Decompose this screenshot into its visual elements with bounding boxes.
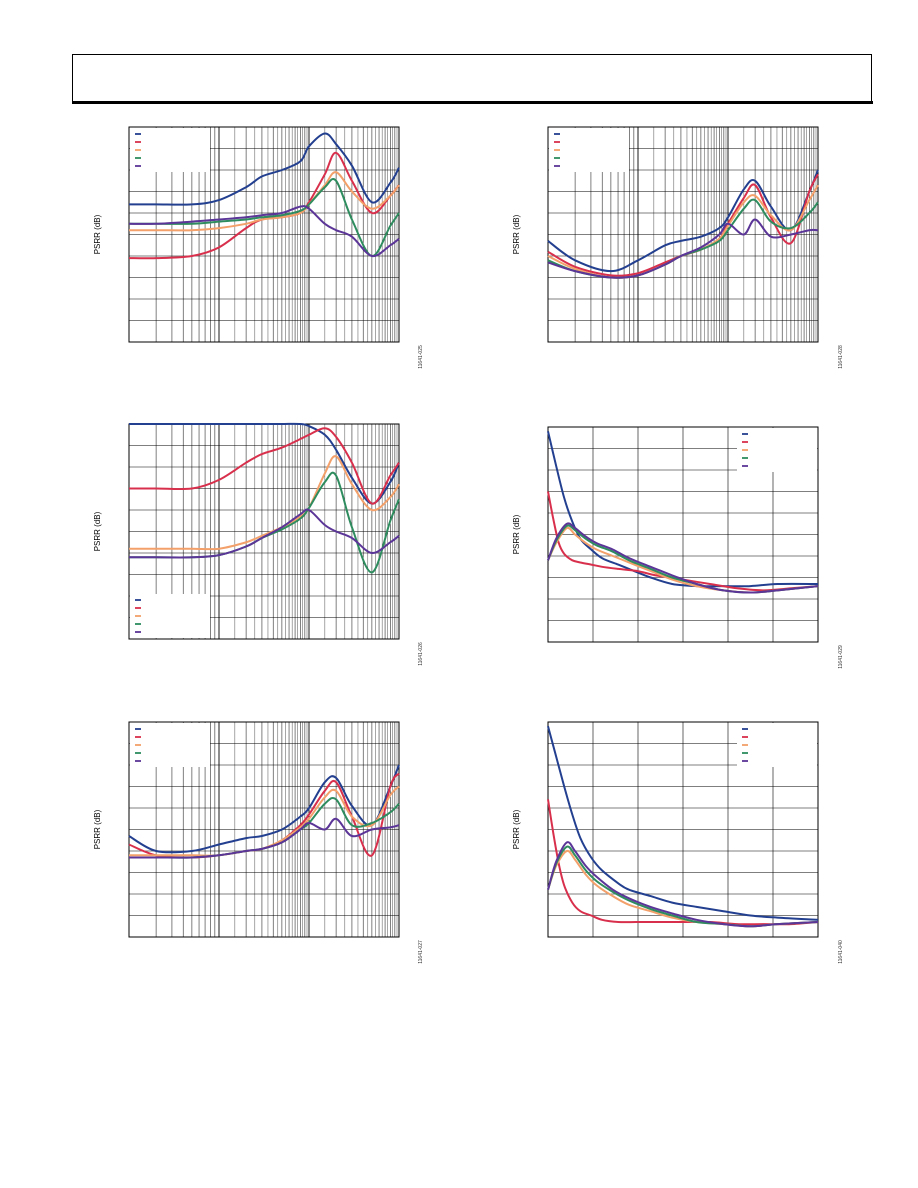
chart-panel-1: PSRR (dB) 11641-025 — [93, 126, 424, 369]
figure-id: 11641-027 — [418, 940, 424, 964]
series-line-orange — [129, 455, 400, 551]
legend-box — [737, 428, 817, 472]
chart-panel-5: PSRR (dB) 11641-027 — [93, 721, 424, 964]
series-line-purple — [547, 522, 819, 594]
series-line-green — [128, 178, 400, 257]
plot-frame — [547, 721, 819, 938]
legend-box — [130, 594, 210, 638]
figure-id: 11641-040 — [838, 940, 844, 964]
chart-panel-2: PSRR (dB) 11641-028 — [512, 126, 844, 369]
page-header-rule — [72, 101, 873, 104]
series-line-navy — [129, 132, 400, 206]
legend-box — [737, 723, 817, 767]
legend-box — [549, 128, 629, 172]
series-line-navy — [129, 422, 400, 505]
series-line-purple — [129, 817, 400, 859]
series-line-purple — [547, 841, 819, 928]
figure-id: 11641-028 — [838, 345, 844, 369]
series-line-orange — [129, 785, 400, 857]
series-line-navy — [128, 764, 400, 854]
figure-id: 11641-025 — [418, 345, 424, 369]
y-axis-label: PSRR (dB) — [512, 809, 521, 849]
plot-frame — [547, 426, 819, 643]
y-axis-label: PSRR (dB) — [93, 809, 102, 849]
y-axis-label: PSRR (dB) — [512, 514, 521, 554]
legend-box — [130, 128, 210, 172]
series-line-red — [547, 799, 819, 926]
series-line-navy — [547, 431, 819, 588]
series-line-red — [129, 427, 400, 505]
plot-frame — [128, 721, 400, 938]
chart-panel-4: PSRR (dB) 11641-029 — [512, 426, 844, 669]
legend-box — [130, 723, 210, 767]
series-line-navy — [547, 726, 819, 921]
figure-id: 11641-026 — [418, 642, 424, 666]
series-line-red — [547, 491, 819, 592]
series-line-purple — [128, 508, 400, 559]
series-line-purple — [547, 218, 819, 279]
chart-panel-3: PSRR (dB) 11641-026 — [93, 422, 424, 666]
plot-frame — [547, 126, 819, 343]
figure-id: 11641-029 — [838, 645, 844, 669]
y-axis-label: PSRR (dB) — [512, 214, 521, 254]
chart-panel-6: PSRR (dB) 11641-040 — [512, 721, 844, 964]
series-line-purple — [128, 205, 400, 258]
y-axis-label: PSRR (dB) — [93, 511, 102, 551]
plot-frame — [128, 126, 400, 343]
series-line-orange — [129, 171, 400, 232]
y-axis-label: PSRR (dB) — [93, 214, 102, 254]
